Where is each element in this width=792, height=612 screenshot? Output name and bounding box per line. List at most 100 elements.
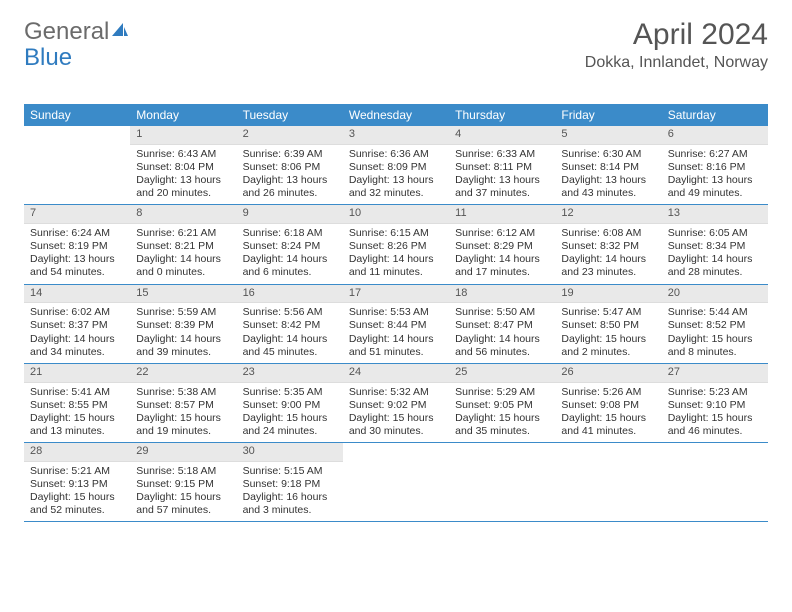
sunrise-text: Sunrise: 5:53 AM [349, 306, 443, 319]
week-row: 7Sunrise: 6:24 AMSunset: 8:19 PMDaylight… [24, 205, 768, 284]
sunset-text: Sunset: 8:55 PM [30, 399, 124, 412]
daylight-text: Daylight: 15 hours and 57 minutes. [136, 491, 230, 517]
title-block: April 2024 Dokka, Innlandet, Norway [585, 18, 768, 72]
sunset-text: Sunset: 8:37 PM [30, 319, 124, 332]
day-number: 17 [343, 285, 449, 304]
day-cell: 1Sunrise: 6:43 AMSunset: 8:04 PMDaylight… [130, 126, 236, 204]
sunset-text: Sunset: 8:04 PM [136, 161, 230, 174]
sunset-text: Sunset: 8:19 PM [30, 240, 124, 253]
daylight-text: Daylight: 15 hours and 46 minutes. [668, 412, 762, 438]
day-body: Sunrise: 6:24 AMSunset: 8:19 PMDaylight:… [24, 224, 130, 284]
day-body: Sunrise: 5:53 AMSunset: 8:44 PMDaylight:… [343, 303, 449, 363]
day-cell: 18Sunrise: 5:50 AMSunset: 8:47 PMDayligh… [449, 285, 555, 363]
week-row: 28Sunrise: 5:21 AMSunset: 9:13 PMDayligh… [24, 443, 768, 522]
day-body: Sunrise: 5:38 AMSunset: 8:57 PMDaylight:… [130, 383, 236, 443]
daylight-text: Daylight: 14 hours and 51 minutes. [349, 333, 443, 359]
day-body: Sunrise: 5:56 AMSunset: 8:42 PMDaylight:… [237, 303, 343, 363]
day-cell [343, 443, 449, 521]
day-number: 2 [237, 126, 343, 145]
logo-text-1: General [24, 18, 109, 46]
day-body: Sunrise: 5:44 AMSunset: 8:52 PMDaylight:… [662, 303, 768, 363]
week-row: 21Sunrise: 5:41 AMSunset: 8:55 PMDayligh… [24, 364, 768, 443]
day-cell: 7Sunrise: 6:24 AMSunset: 8:19 PMDaylight… [24, 205, 130, 283]
sunset-text: Sunset: 9:08 PM [561, 399, 655, 412]
sunrise-text: Sunrise: 6:33 AM [455, 148, 549, 161]
daylight-text: Daylight: 14 hours and 56 minutes. [455, 333, 549, 359]
day-number: 16 [237, 285, 343, 304]
sunrise-text: Sunrise: 6:24 AM [30, 227, 124, 240]
day-body: Sunrise: 5:50 AMSunset: 8:47 PMDaylight:… [449, 303, 555, 363]
day-body: Sunrise: 5:21 AMSunset: 9:13 PMDaylight:… [24, 462, 130, 522]
day-body: Sunrise: 6:05 AMSunset: 8:34 PMDaylight:… [662, 224, 768, 284]
sunset-text: Sunset: 8:11 PM [455, 161, 549, 174]
daylight-text: Daylight: 15 hours and 2 minutes. [561, 333, 655, 359]
day-cell: 10Sunrise: 6:15 AMSunset: 8:26 PMDayligh… [343, 205, 449, 283]
day-body: Sunrise: 5:15 AMSunset: 9:18 PMDaylight:… [237, 462, 343, 522]
day-cell: 2Sunrise: 6:39 AMSunset: 8:06 PMDaylight… [237, 126, 343, 204]
sunset-text: Sunset: 8:34 PM [668, 240, 762, 253]
day-number: 22 [130, 364, 236, 383]
sunset-text: Sunset: 9:18 PM [243, 478, 337, 491]
sunset-text: Sunset: 8:42 PM [243, 319, 337, 332]
day-number: 4 [449, 126, 555, 145]
sunset-text: Sunset: 9:02 PM [349, 399, 443, 412]
logo: General [24, 18, 129, 46]
day-number: 23 [237, 364, 343, 383]
day-cell: 24Sunrise: 5:32 AMSunset: 9:02 PMDayligh… [343, 364, 449, 442]
day-cell: 21Sunrise: 5:41 AMSunset: 8:55 PMDayligh… [24, 364, 130, 442]
sunset-text: Sunset: 8:06 PM [243, 161, 337, 174]
weekday-header: Sunday [24, 104, 130, 126]
sunset-text: Sunset: 9:13 PM [30, 478, 124, 491]
sunset-text: Sunset: 8:29 PM [455, 240, 549, 253]
daylight-text: Daylight: 14 hours and 17 minutes. [455, 253, 549, 279]
week-row: 14Sunrise: 6:02 AMSunset: 8:37 PMDayligh… [24, 285, 768, 364]
sunrise-text: Sunrise: 5:23 AM [668, 386, 762, 399]
day-number: 18 [449, 285, 555, 304]
day-cell [24, 126, 130, 204]
day-cell: 25Sunrise: 5:29 AMSunset: 9:05 PMDayligh… [449, 364, 555, 442]
day-body: Sunrise: 6:18 AMSunset: 8:24 PMDaylight:… [237, 224, 343, 284]
sunset-text: Sunset: 9:00 PM [243, 399, 337, 412]
day-cell: 15Sunrise: 5:59 AMSunset: 8:39 PMDayligh… [130, 285, 236, 363]
week-row: 1Sunrise: 6:43 AMSunset: 8:04 PMDaylight… [24, 126, 768, 205]
day-cell [449, 443, 555, 521]
day-body: Sunrise: 5:59 AMSunset: 8:39 PMDaylight:… [130, 303, 236, 363]
day-cell: 8Sunrise: 6:21 AMSunset: 8:21 PMDaylight… [130, 205, 236, 283]
day-body: Sunrise: 6:12 AMSunset: 8:29 PMDaylight:… [449, 224, 555, 284]
sunset-text: Sunset: 8:26 PM [349, 240, 443, 253]
daylight-text: Daylight: 16 hours and 3 minutes. [243, 491, 337, 517]
day-cell: 12Sunrise: 6:08 AMSunset: 8:32 PMDayligh… [555, 205, 661, 283]
sunrise-text: Sunrise: 6:18 AM [243, 227, 337, 240]
sunset-text: Sunset: 8:50 PM [561, 319, 655, 332]
day-cell: 22Sunrise: 5:38 AMSunset: 8:57 PMDayligh… [130, 364, 236, 442]
sunset-text: Sunset: 8:32 PM [561, 240, 655, 253]
day-body: Sunrise: 5:23 AMSunset: 9:10 PMDaylight:… [662, 383, 768, 443]
sunrise-text: Sunrise: 5:50 AM [455, 306, 549, 319]
daylight-text: Daylight: 15 hours and 52 minutes. [30, 491, 124, 517]
daylight-text: Daylight: 13 hours and 20 minutes. [136, 174, 230, 200]
day-cell: 3Sunrise: 6:36 AMSunset: 8:09 PMDaylight… [343, 126, 449, 204]
sunset-text: Sunset: 8:39 PM [136, 319, 230, 332]
weekday-header: Tuesday [237, 104, 343, 126]
day-number: 14 [24, 285, 130, 304]
daylight-text: Daylight: 13 hours and 26 minutes. [243, 174, 337, 200]
day-number: 10 [343, 205, 449, 224]
day-body: Sunrise: 5:47 AMSunset: 8:50 PMDaylight:… [555, 303, 661, 363]
day-number: 25 [449, 364, 555, 383]
day-number: 9 [237, 205, 343, 224]
daylight-text: Daylight: 15 hours and 13 minutes. [30, 412, 124, 438]
sunrise-text: Sunrise: 5:26 AM [561, 386, 655, 399]
logo-text-2: Blue [24, 44, 72, 72]
day-cell: 4Sunrise: 6:33 AMSunset: 8:11 PMDaylight… [449, 126, 555, 204]
sunrise-text: Sunrise: 5:56 AM [243, 306, 337, 319]
day-body: Sunrise: 5:32 AMSunset: 9:02 PMDaylight:… [343, 383, 449, 443]
weekday-header: Friday [555, 104, 661, 126]
day-body: Sunrise: 6:08 AMSunset: 8:32 PMDaylight:… [555, 224, 661, 284]
daylight-text: Daylight: 15 hours and 19 minutes. [136, 412, 230, 438]
day-cell: 16Sunrise: 5:56 AMSunset: 8:42 PMDayligh… [237, 285, 343, 363]
month-title: April 2024 [585, 18, 768, 52]
location-text: Dokka, Innlandet, Norway [585, 54, 768, 72]
day-cell: 6Sunrise: 6:27 AMSunset: 8:16 PMDaylight… [662, 126, 768, 204]
sunrise-text: Sunrise: 6:12 AM [455, 227, 549, 240]
day-number: 29 [130, 443, 236, 462]
